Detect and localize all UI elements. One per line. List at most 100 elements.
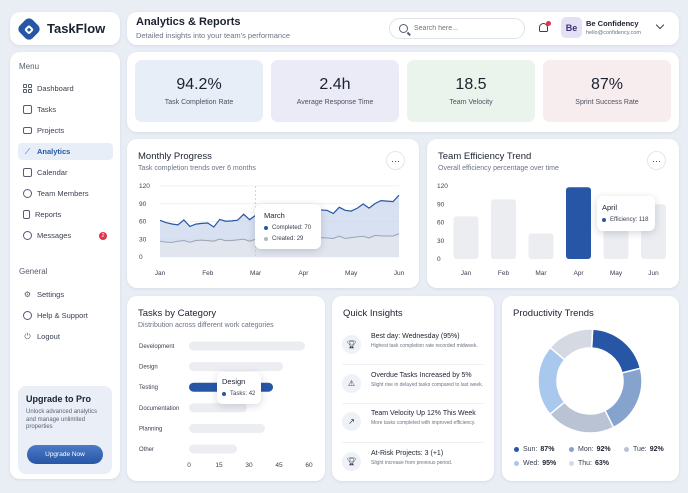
legend-label: Wed:	[523, 460, 540, 467]
y-tick-label: 0	[437, 256, 441, 263]
sidebar-item-help[interactable]: Help & Support	[18, 307, 113, 324]
kpi-completion-rate: 94.2% Task Completion Rate	[135, 60, 263, 122]
unread-badge: 2	[99, 231, 107, 240]
users-icon	[23, 189, 32, 198]
monthly-progress-title: Monthly Progress	[138, 151, 212, 162]
kpi-row: 94.2% Task Completion Rate 2.4h Average …	[127, 52, 679, 132]
x-tick-label: Jun	[394, 270, 405, 277]
legend-value: 63%	[595, 460, 610, 467]
sidebar-item-logout[interactable]: ⏻ Logout	[18, 328, 113, 345]
quick-insights-card: Quick Insights 🏆︎ Best day: Wednesday (9…	[332, 296, 494, 481]
y-tick-label: 0	[139, 254, 143, 261]
x-tick-label: Jan	[461, 270, 472, 277]
divider	[342, 403, 484, 404]
x-tick-label: 30	[245, 462, 253, 469]
category-label: Documentation	[139, 406, 179, 412]
sidebar-item-team-members[interactable]: Team Members	[18, 185, 113, 202]
legend-swatch	[569, 447, 574, 452]
sidebar-item-label: Reports	[35, 210, 62, 219]
ellipsis-icon: ···	[652, 155, 661, 166]
app-logo[interactable]: TaskFlow	[10, 12, 120, 45]
bar-development	[189, 341, 305, 351]
sidebar-item-reports[interactable]: Reports	[18, 206, 113, 223]
more-options-button[interactable]: ···	[647, 151, 666, 170]
insight-title: Team Velocity Up 12% This Week	[371, 410, 476, 417]
x-tick-label: Feb	[498, 270, 510, 277]
sidebar: Menu Dashboard Tasks Projects ⟋ Analytic…	[10, 52, 120, 479]
category-label: Testing	[139, 385, 158, 391]
insight-description: Highest task completion rate recorded mi…	[371, 343, 478, 349]
sidebar-item-analytics[interactable]: ⟋ Analytics	[18, 143, 113, 160]
tooltip-value: 70	[304, 225, 312, 231]
upgrade-card: Upgrade to Pro Unlock advanced analytics…	[18, 386, 112, 474]
trophy-icon: 🏆︎	[342, 452, 361, 471]
bar-documentation	[189, 403, 247, 413]
bell-icon	[539, 23, 548, 32]
insight-title: Overdue Tasks Increased by 5%	[371, 372, 472, 379]
kpi-response-time: 2.4h Average Response Time	[271, 60, 399, 122]
sidebar-item-label: Tasks	[37, 105, 57, 114]
kpi-team-velocity: 18.5 Team Velocity	[407, 60, 535, 122]
y-tick-label: 120	[437, 183, 448, 190]
sidebar-item-messages[interactable]: Messages 2	[18, 227, 113, 244]
x-tick-label: 0	[187, 462, 191, 469]
more-options-button[interactable]: ···	[386, 151, 405, 170]
legend-label: Sun:	[523, 446, 538, 453]
sidebar-item-dashboard[interactable]: Dashboard	[18, 80, 113, 97]
tooltip-row-tasks: Tasks: 42	[222, 391, 255, 397]
kpi-label: Team Velocity	[449, 99, 493, 106]
slice-mon	[603, 367, 643, 429]
kpi-value: 94.2%	[176, 76, 222, 93]
search-input[interactable]	[414, 25, 514, 32]
trend-icon: ↗	[342, 412, 361, 431]
legend-value: 95%	[542, 460, 557, 467]
monthly-tooltip: March Completed: 70 Created: 29	[255, 204, 321, 249]
upgrade-description: Unlock advanced analytics and manage unl…	[26, 409, 98, 430]
insight-item[interactable]: ↗ Team Velocity Up 12% This Week More ta…	[342, 410, 484, 438]
upgrade-button[interactable]: Upgrade Now	[27, 445, 103, 464]
sidebar-item-calendar[interactable]: Calendar	[18, 164, 113, 181]
insight-item[interactable]: 🏆︎ At-Risk Projects: 3 (+1) Slight incre…	[342, 450, 484, 478]
legend-item-mon: Mon: 92%	[569, 446, 611, 453]
x-tick-label: Apr	[298, 270, 309, 277]
folder-icon	[23, 127, 32, 134]
user-email: hello@confidency.com	[586, 30, 642, 36]
gear-icon: ⚙	[23, 290, 32, 299]
legend-swatch	[569, 461, 574, 466]
sidebar-item-projects[interactable]: Projects	[18, 122, 113, 139]
user-name: Be Confidency	[586, 19, 639, 28]
chevron-down-icon[interactable]	[655, 20, 665, 30]
insight-item[interactable]: ⚠︎ Overdue Tasks Increased by 5% Slight …	[342, 372, 484, 400]
menu-heading: Menu	[19, 62, 40, 71]
kpi-label: Average Response Time	[296, 99, 374, 106]
legend-label: Mon:	[578, 446, 594, 453]
search-box[interactable]	[389, 18, 525, 39]
divider	[342, 442, 484, 443]
x-tick-label: Jun	[648, 270, 659, 277]
sidebar-item-settings[interactable]: ⚙ Settings	[18, 286, 113, 303]
y-tick-label: 30	[437, 238, 445, 245]
tasks-category-title: Tasks by Category	[138, 308, 217, 319]
avatar[interactable]: Be	[561, 17, 582, 38]
team-efficiency-card: Team Efficiency Trend Overall efficiency…	[427, 139, 679, 288]
x-tick-label: Mar	[535, 270, 547, 277]
page-subtitle: Detailed insights into your team's perfo…	[136, 31, 291, 40]
help-icon	[23, 311, 32, 320]
legend-label: Thu:	[578, 460, 593, 467]
y-tick-label: 60	[139, 219, 147, 226]
tooltip-value: 118	[638, 217, 649, 223]
sidebar-item-tasks[interactable]: Tasks	[18, 101, 113, 118]
legend-item-thu: Thu: 63%	[569, 460, 609, 467]
calendar-icon	[23, 168, 32, 177]
insight-title: At-Risk Projects: 3 (+1)	[371, 450, 444, 457]
legend-value: 87%	[540, 446, 555, 453]
tooltip-title: March	[264, 211, 285, 220]
notification-button[interactable]	[537, 21, 551, 35]
sidebar-item-label: Projects	[37, 126, 65, 135]
kpi-sprint-success: 87% Sprint Success Rate	[543, 60, 671, 122]
insight-item[interactable]: 🏆︎ Best day: Wednesday (95%) Highest tas…	[342, 333, 484, 361]
insight-description: More tasks completed with improved effic…	[371, 420, 476, 426]
legend-swatch	[514, 461, 519, 466]
search-icon	[399, 24, 408, 33]
bar-design	[189, 362, 283, 372]
